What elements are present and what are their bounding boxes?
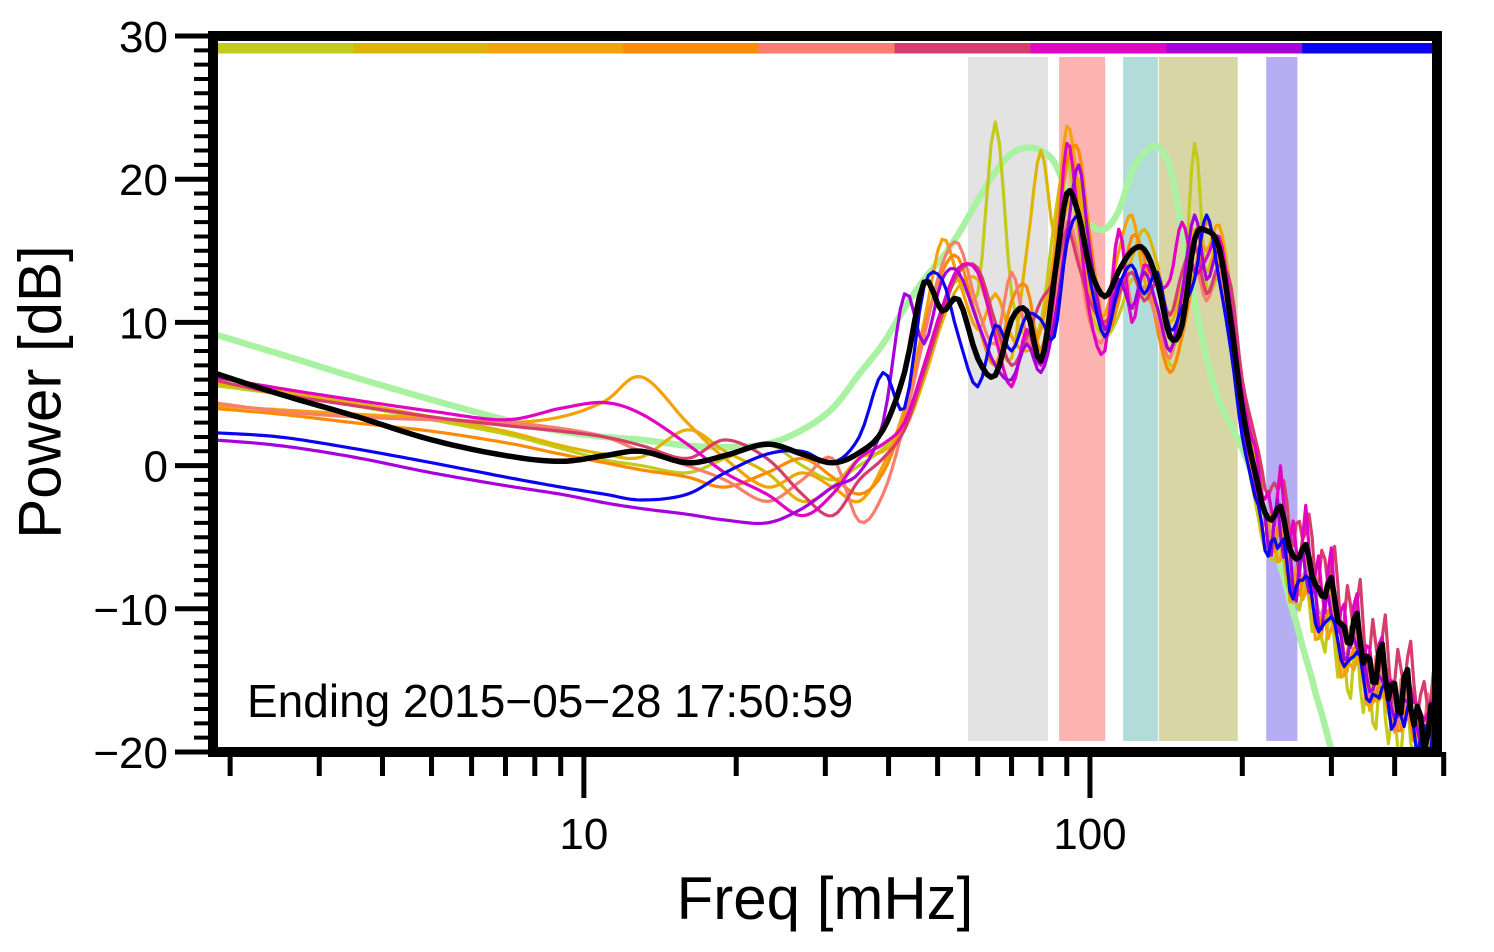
bar-seg-orange [487,43,625,54]
ending-time-annotation: Ending 2015−05−28 17:50:59 [247,675,854,727]
x-tick-label: 10 [559,810,608,859]
plot-frame [208,31,1442,757]
curve-spectrum-purple [213,163,1435,745]
bar-seg-darkorange [623,43,760,54]
curves-layer [213,120,1437,752]
y-tick-label: 0 [144,443,168,492]
y-tick-label: 30 [119,13,168,62]
bar-seg-gold [353,43,489,54]
bar-seg-purple [1166,43,1304,54]
y-tick-label: −10 [93,586,168,635]
bar-seg-blue [1302,43,1438,54]
band-gray [967,57,1048,741]
x-tick-label: 100 [1053,810,1126,859]
x-axis-title: Freq [mHz] [676,865,974,932]
bar-seg-yellowgreen [216,43,355,54]
y-axis-title: Power [dB] [6,245,74,539]
y-tick-label: 20 [119,156,168,205]
bar-seg-crimson [894,43,1032,54]
bar-seg-salmon [758,43,896,54]
y-tick-label: 10 [119,299,168,348]
band-lavender [1266,57,1298,741]
curve-mean-black [213,187,1437,752]
curve-spectrum-crimson [213,227,1435,719]
y-tick-label: −20 [93,729,168,778]
bar-seg-magenta [1030,43,1168,54]
